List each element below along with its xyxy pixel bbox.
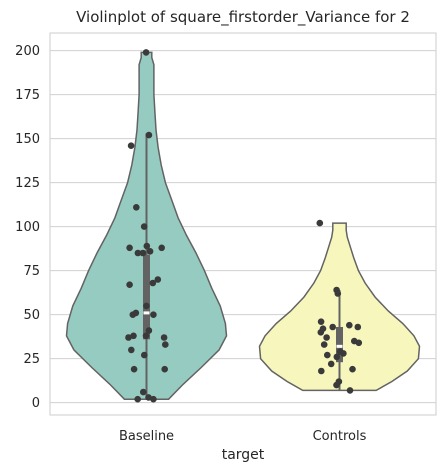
x-tick-label: Baseline xyxy=(119,429,174,444)
data-point xyxy=(142,332,150,340)
violins xyxy=(65,49,421,403)
data-point xyxy=(130,332,137,340)
violin-median xyxy=(336,344,343,348)
data-point xyxy=(140,223,148,230)
y-tick-label: 175 xyxy=(15,88,40,103)
y-tick-label: 200 xyxy=(15,44,40,59)
data-point xyxy=(127,142,135,149)
violin-median xyxy=(143,311,150,315)
data-point xyxy=(160,334,168,341)
y-tick-label: 75 xyxy=(23,264,40,279)
data-point xyxy=(323,334,330,341)
data-point xyxy=(145,131,153,139)
y-tick-label: 50 xyxy=(23,308,40,323)
data-point xyxy=(141,351,148,359)
data-point xyxy=(142,49,150,56)
data-point xyxy=(145,327,153,334)
data-point xyxy=(143,302,150,310)
data-point xyxy=(140,388,147,396)
data-point xyxy=(143,242,151,250)
data-point xyxy=(134,395,141,403)
data-point xyxy=(146,248,154,255)
violin-iqr-box xyxy=(143,254,150,340)
data-point xyxy=(333,381,340,389)
data-point xyxy=(134,249,142,257)
data-point xyxy=(317,329,325,336)
data-point xyxy=(354,323,362,331)
data-point xyxy=(149,279,157,287)
data-point xyxy=(162,341,169,348)
data-point xyxy=(327,360,335,368)
data-point xyxy=(154,276,162,283)
data-point xyxy=(346,321,353,329)
data-point xyxy=(126,244,133,252)
y-tick-label: 0 xyxy=(32,396,40,411)
violin-iqr-box xyxy=(336,326,343,363)
data-point xyxy=(318,367,325,375)
data-point xyxy=(125,334,132,341)
data-point xyxy=(158,244,165,252)
data-point xyxy=(329,323,337,331)
y-tick-label: 125 xyxy=(15,176,40,191)
y-tick-label: 150 xyxy=(15,132,40,147)
data-point xyxy=(317,318,325,326)
data-point xyxy=(355,339,363,347)
data-point xyxy=(324,351,331,359)
data-point xyxy=(340,350,347,357)
data-point xyxy=(161,365,168,373)
y-tick-label: 25 xyxy=(23,352,40,367)
data-point xyxy=(349,365,356,373)
data-point xyxy=(133,204,140,211)
data-point xyxy=(150,311,157,319)
y-tick-label: 100 xyxy=(15,220,40,235)
data-point xyxy=(333,353,341,361)
data-point xyxy=(334,290,342,297)
data-point xyxy=(130,365,138,373)
data-point xyxy=(128,346,135,354)
data-point xyxy=(150,395,157,403)
data-point xyxy=(320,341,328,348)
data-point xyxy=(316,219,324,227)
data-point xyxy=(129,311,137,319)
data-point xyxy=(139,249,147,257)
chart-title: Violinplot of square_firstorder_Variance… xyxy=(76,8,410,27)
y-axis-ticks: 0 25 50 75 100 125 150 175 200 xyxy=(15,44,40,411)
x-axis-title: target xyxy=(222,447,265,463)
x-tick-label: Controls xyxy=(313,429,367,444)
x-axis-ticks: Baseline Controls xyxy=(119,429,367,444)
data-point xyxy=(126,281,133,289)
data-point xyxy=(346,387,354,394)
